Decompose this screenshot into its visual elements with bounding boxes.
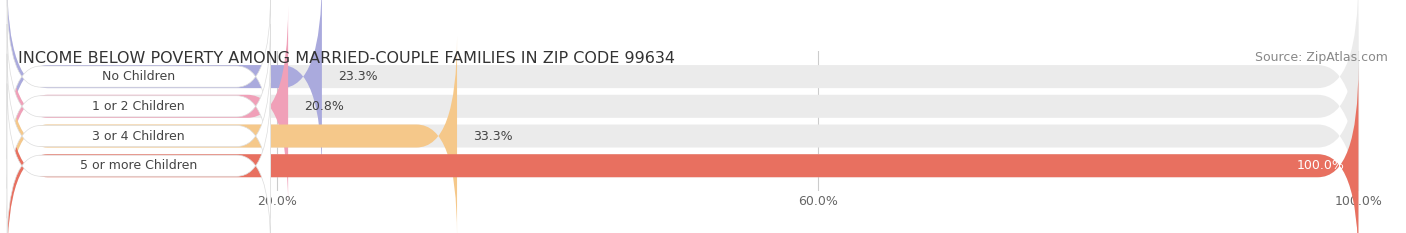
- FancyBboxPatch shape: [7, 36, 457, 233]
- Text: 5 or more Children: 5 or more Children: [80, 159, 197, 172]
- FancyBboxPatch shape: [7, 54, 270, 218]
- FancyBboxPatch shape: [7, 6, 1358, 206]
- FancyBboxPatch shape: [7, 36, 1358, 233]
- Text: 100.0%: 100.0%: [1298, 159, 1346, 172]
- FancyBboxPatch shape: [7, 66, 1358, 233]
- FancyBboxPatch shape: [7, 83, 270, 233]
- Text: 33.3%: 33.3%: [474, 130, 513, 143]
- FancyBboxPatch shape: [7, 0, 270, 159]
- Text: No Children: No Children: [103, 70, 176, 83]
- FancyBboxPatch shape: [7, 6, 288, 206]
- FancyBboxPatch shape: [7, 0, 322, 177]
- Text: 1 or 2 Children: 1 or 2 Children: [93, 100, 186, 113]
- FancyBboxPatch shape: [7, 0, 1358, 177]
- FancyBboxPatch shape: [7, 66, 1358, 233]
- Text: 20.8%: 20.8%: [304, 100, 344, 113]
- FancyBboxPatch shape: [7, 24, 270, 188]
- Text: 23.3%: 23.3%: [337, 70, 378, 83]
- Text: 3 or 4 Children: 3 or 4 Children: [93, 130, 186, 143]
- Text: INCOME BELOW POVERTY AMONG MARRIED-COUPLE FAMILIES IN ZIP CODE 99634: INCOME BELOW POVERTY AMONG MARRIED-COUPL…: [18, 51, 675, 66]
- Text: Source: ZipAtlas.com: Source: ZipAtlas.com: [1256, 51, 1388, 64]
